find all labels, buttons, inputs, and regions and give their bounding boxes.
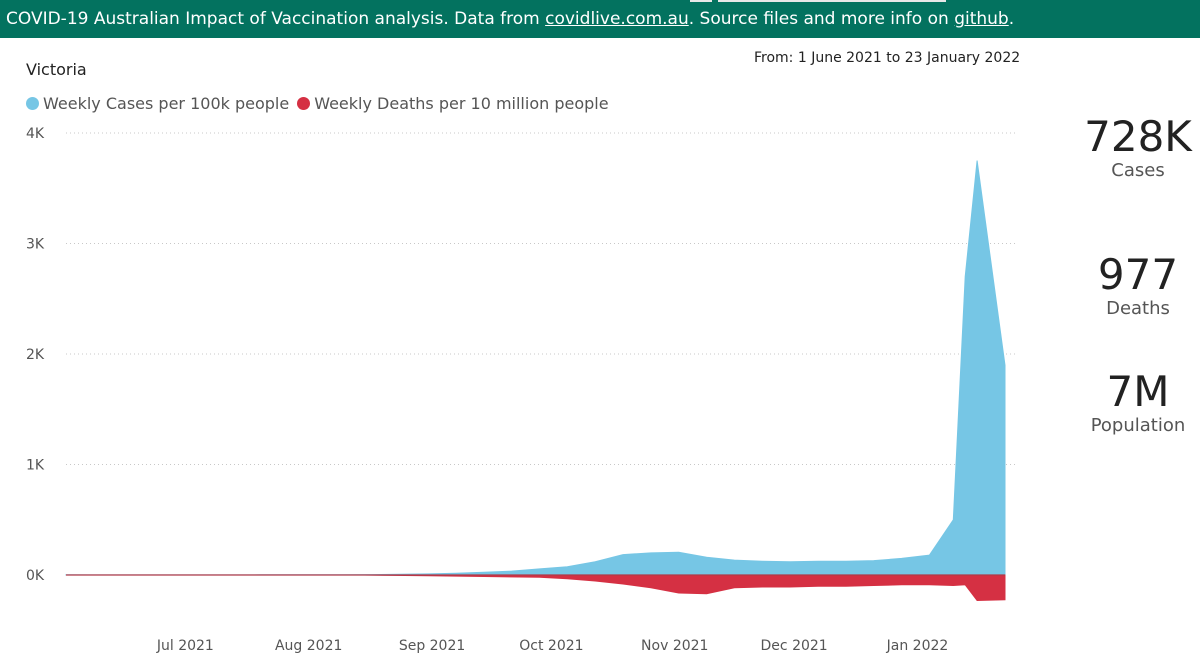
x-tick-label-0: Jul 2021	[156, 638, 214, 654]
kpi-population-label: Population	[1090, 415, 1186, 437]
y-tick-label-2: 2K	[26, 347, 45, 363]
banner-text-after: .	[1008, 9, 1015, 29]
legend-item-deaths[interactable]: Weekly Deaths per 10 million people	[297, 94, 609, 113]
x-tick-label-6: Jan 2022	[886, 638, 949, 654]
x-tick-label-3: Oct 2021	[519, 638, 583, 654]
chart-legend: Weekly Cases per 100k people Weekly Deat…	[26, 94, 617, 113]
x-tick-label-2: Sep 2021	[399, 638, 465, 654]
x-tick-label-1: Aug 2021	[275, 638, 342, 654]
kpi-deaths-label: Deaths	[1106, 298, 1170, 320]
kpi-cases-label: Cases	[1111, 160, 1165, 182]
header-banner: COVID-19 Australian Impact of Vaccinatio…	[0, 0, 1200, 38]
kpi-deaths-value: 977	[1097, 250, 1179, 299]
github-link[interactable]: github	[954, 9, 1009, 29]
banner-text-before: COVID-19 Australian Impact of Vaccinatio…	[6, 9, 546, 29]
region-title: Victoria	[26, 60, 87, 79]
banner-tab-indicator-wide	[718, 0, 946, 2]
area-series-1	[66, 574, 1006, 602]
banner-tab-indicator	[690, 0, 712, 2]
kpi-population: 7M Population	[1078, 367, 1198, 437]
legend-label-deaths: Weekly Deaths per 10 million people	[314, 94, 609, 113]
kpi-cases: 728K Cases	[1078, 112, 1198, 182]
x-tick-label-4: Nov 2021	[641, 638, 708, 654]
kpi-deaths: 977 Deaths	[1078, 250, 1198, 320]
date-range: From: 1 June 2021 to 23 January 2022	[754, 50, 1021, 66]
y-tick-label-4: 4K	[26, 126, 45, 142]
banner-text-middle: . Source files and more info on	[688, 9, 955, 29]
x-tick-label-5: Dec 2021	[761, 638, 828, 654]
kpi-population-value: 7M	[1106, 367, 1170, 416]
legend-swatch-cases-icon	[26, 97, 39, 110]
y-tick-label-3: 3K	[26, 237, 45, 253]
legend-item-cases[interactable]: Weekly Cases per 100k people	[26, 94, 289, 113]
legend-label-cases: Weekly Cases per 100k people	[43, 94, 290, 113]
kpi-cases-value: 728K	[1084, 112, 1192, 161]
area-series-0	[65, 160, 1006, 576]
y-tick-label-0: 0K	[26, 568, 45, 584]
area-chart: 0K 1K 2K 3K 4K Jul 2021 Aug 2021 Sep 2021 Oct 20…	[26, 126, 1015, 654]
y-tick-label-1: 1K	[26, 458, 45, 474]
covidlive-link[interactable]: covidlive.com.au	[545, 9, 689, 29]
legend-swatch-deaths-icon	[297, 97, 311, 110]
